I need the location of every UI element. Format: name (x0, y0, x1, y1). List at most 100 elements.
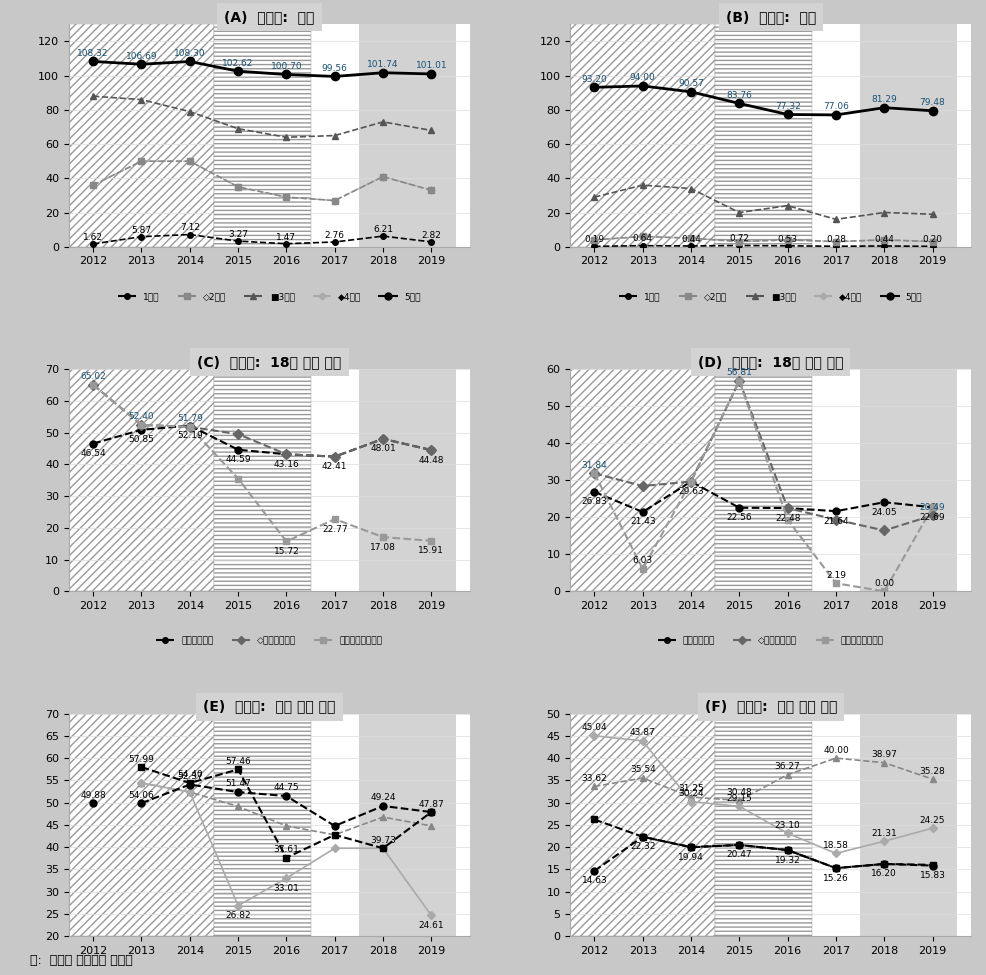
Text: 26.83: 26.83 (582, 497, 607, 506)
Text: 2.82: 2.82 (421, 231, 442, 240)
Text: 22.48: 22.48 (775, 514, 801, 523)
Text: 21.31: 21.31 (872, 829, 897, 838)
Text: 0.28: 0.28 (826, 235, 846, 244)
Text: 2.76: 2.76 (324, 231, 345, 240)
Text: 19.32: 19.32 (775, 856, 801, 865)
Text: 57.46: 57.46 (225, 757, 251, 765)
Text: 15.26: 15.26 (823, 874, 849, 882)
Text: 30.48: 30.48 (727, 788, 752, 797)
Text: 40.00: 40.00 (823, 746, 849, 755)
Text: 35.54: 35.54 (630, 765, 656, 774)
Bar (715, 24, 811, 247)
Bar (214, 24, 311, 247)
Text: 0.44: 0.44 (681, 235, 701, 244)
Text: 22.32: 22.32 (630, 842, 656, 851)
Text: 0.72: 0.72 (730, 234, 749, 244)
Legend: 1분위, ◇2분위, ■3분위, ◆4분위, 5분위: 1분위, ◇2분위, ■3분위, ◆4분위, 5분위 (615, 289, 926, 304)
Bar (860, 714, 956, 936)
Text: 0.44: 0.44 (875, 235, 894, 244)
Text: 29.15: 29.15 (727, 794, 752, 802)
Text: 44.75: 44.75 (273, 784, 299, 793)
Text: 47.87: 47.87 (418, 800, 445, 808)
Text: 43.87: 43.87 (630, 728, 656, 737)
Text: 54.40: 54.40 (176, 770, 202, 779)
Text: 57.99: 57.99 (128, 755, 155, 763)
Text: 5.87: 5.87 (131, 225, 152, 235)
Text: 0.64: 0.64 (633, 234, 653, 244)
Text: 31.25: 31.25 (678, 785, 704, 794)
Bar (214, 369, 311, 592)
Title: (D)  전문대:  18년 진단 등급: (D) 전문대: 18년 진단 등급 (698, 355, 843, 369)
Text: 0.53: 0.53 (778, 235, 798, 244)
Text: 1.62: 1.62 (83, 233, 104, 242)
Text: 102.62: 102.62 (223, 58, 253, 67)
Text: 2.19: 2.19 (826, 570, 846, 580)
Text: 46.54: 46.54 (81, 449, 106, 458)
Text: 26.82: 26.82 (225, 912, 250, 920)
Text: 6.21: 6.21 (373, 225, 393, 234)
Text: 99.56: 99.56 (321, 64, 348, 73)
Title: (E)  일반대:  등급 변화 유형: (E) 일반대: 등급 변화 유형 (203, 700, 335, 714)
Text: 44.48: 44.48 (419, 455, 444, 464)
Text: 24.05: 24.05 (872, 508, 897, 517)
Text: 101.74: 101.74 (368, 60, 398, 69)
Text: 22.56: 22.56 (727, 513, 752, 523)
Bar (715, 369, 811, 592)
Bar (359, 369, 456, 592)
Text: 108.30: 108.30 (174, 49, 206, 58)
Legend: 자율개선대학, ◇역량강화대학, 재정지원제한대학: 자율개선대학, ◇역량강화대학, 재정지원제한대학 (153, 633, 387, 649)
Text: 94.00: 94.00 (630, 73, 656, 83)
Text: 48.01: 48.01 (370, 445, 396, 453)
Title: (F)  전문대:  등급 변화 유형: (F) 전문대: 등급 변화 유형 (705, 700, 837, 714)
Text: 29.63: 29.63 (678, 488, 704, 496)
Bar (570, 24, 715, 247)
Text: 17.08: 17.08 (370, 543, 396, 552)
Text: 21.64: 21.64 (823, 517, 849, 526)
Text: 77.32: 77.32 (775, 102, 801, 111)
Text: 33.01: 33.01 (273, 883, 300, 893)
Text: 52.19: 52.19 (176, 431, 203, 440)
Text: 56.81: 56.81 (727, 369, 752, 377)
Text: 77.06: 77.06 (823, 102, 849, 111)
Legend: 자율개선대학, ◇역량강화대학, 재정지원제한대학: 자율개선대학, ◇역량강화대학, 재정지원제한대학 (654, 633, 887, 649)
Text: 15.72: 15.72 (273, 547, 300, 556)
Text: 33.62: 33.62 (582, 774, 607, 783)
Text: 24.25: 24.25 (920, 816, 946, 825)
Text: 90.57: 90.57 (678, 79, 704, 89)
Text: 14.63: 14.63 (582, 877, 607, 885)
Text: 20.49: 20.49 (920, 503, 946, 512)
Text: 39.73: 39.73 (370, 836, 396, 844)
Text: 24.61: 24.61 (418, 921, 444, 930)
Text: 45.04: 45.04 (582, 723, 607, 732)
Text: 52.37: 52.37 (176, 772, 203, 781)
Text: 주:  연도는 회계연도 기준임: 주: 연도는 회계연도 기준임 (30, 955, 132, 967)
Text: 51.79: 51.79 (176, 414, 203, 423)
Text: 42.41: 42.41 (322, 462, 347, 471)
Text: 81.29: 81.29 (872, 96, 897, 104)
Text: 20.47: 20.47 (727, 850, 752, 860)
Text: 21.43: 21.43 (630, 518, 656, 526)
Bar (359, 24, 456, 247)
Title: (C)  일반대:  18년 진단 등급: (C) 일반대: 18년 진단 등급 (197, 355, 341, 369)
Bar (69, 369, 214, 592)
Text: 23.10: 23.10 (775, 821, 801, 830)
Legend: 1분위, ◇2분위, ■3분위, ◆4분위, 5분위: 1분위, ◇2분위, ■3분위, ◆4분위, 5분위 (114, 289, 425, 304)
Text: 6.03: 6.03 (633, 557, 653, 565)
Text: 50.85: 50.85 (128, 436, 155, 445)
Text: 51.47: 51.47 (225, 779, 251, 789)
Text: 93.20: 93.20 (582, 75, 607, 84)
Text: 44.59: 44.59 (225, 455, 250, 464)
Bar (69, 714, 214, 936)
Text: 22.77: 22.77 (321, 525, 347, 533)
Bar (860, 24, 956, 247)
Bar (570, 714, 715, 936)
Text: 18.58: 18.58 (823, 840, 849, 850)
Text: 79.48: 79.48 (920, 98, 946, 107)
Text: 1.47: 1.47 (276, 232, 297, 242)
Text: 19.94: 19.94 (678, 853, 704, 862)
Bar (214, 714, 311, 936)
Text: 101.01: 101.01 (415, 61, 448, 70)
Bar (570, 369, 715, 592)
Text: 38.97: 38.97 (872, 750, 897, 760)
Text: 0.19: 0.19 (585, 235, 604, 244)
